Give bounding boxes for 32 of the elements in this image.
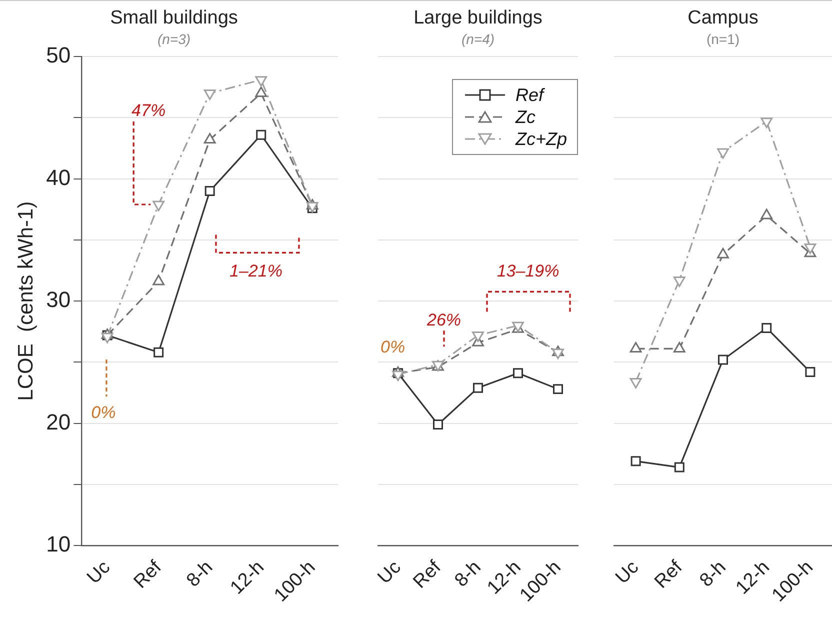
y-tick-label: 50 [46, 42, 71, 68]
x-tick-label: Ref [130, 556, 166, 593]
x-tick-label: Uc [374, 556, 406, 588]
chart-subtitle: (n=4) [461, 31, 495, 48]
legend-label: Zc [515, 106, 536, 128]
annotation: 47% [132, 101, 166, 120]
y-tick-label: 20 [46, 409, 71, 434]
annotation: 13–19% [496, 261, 560, 280]
x-tick-label: Ref [409, 556, 446, 593]
chart-title: Small buildings [110, 8, 238, 29]
annotation: 0% [91, 403, 116, 422]
chart-subtitle: (n=3) [157, 31, 191, 48]
legend-label: Zc+Zp [515, 128, 567, 150]
x-tick-label: 12-h [732, 556, 774, 599]
y-axis-title: LCOE (cents kWh-1) [14, 201, 38, 401]
legend-label: Ref [515, 84, 544, 106]
x-tick-label: 8-h [182, 556, 218, 592]
annotation: 0% [380, 338, 406, 357]
chart-subtitle: (n=1) [706, 31, 740, 48]
chart-title: Large buildings [414, 8, 542, 29]
x-tick-label: Uc [612, 556, 644, 588]
x-tick-label: Uc [83, 556, 115, 588]
x-tick-label: 8-h [450, 556, 486, 592]
annotation: 26% [426, 310, 462, 330]
y-tick-label: 40 [46, 164, 71, 190]
x-tick-label: Ref [650, 556, 688, 593]
y-tick-label: 10 [46, 532, 71, 557]
x-tick-label: 12-h [226, 556, 268, 599]
x-tick-label: 8-h [696, 556, 730, 592]
annotation: 1–21% [230, 261, 282, 280]
y-tick-label: 30 [46, 287, 71, 312]
chart-title: Campus [688, 8, 758, 29]
